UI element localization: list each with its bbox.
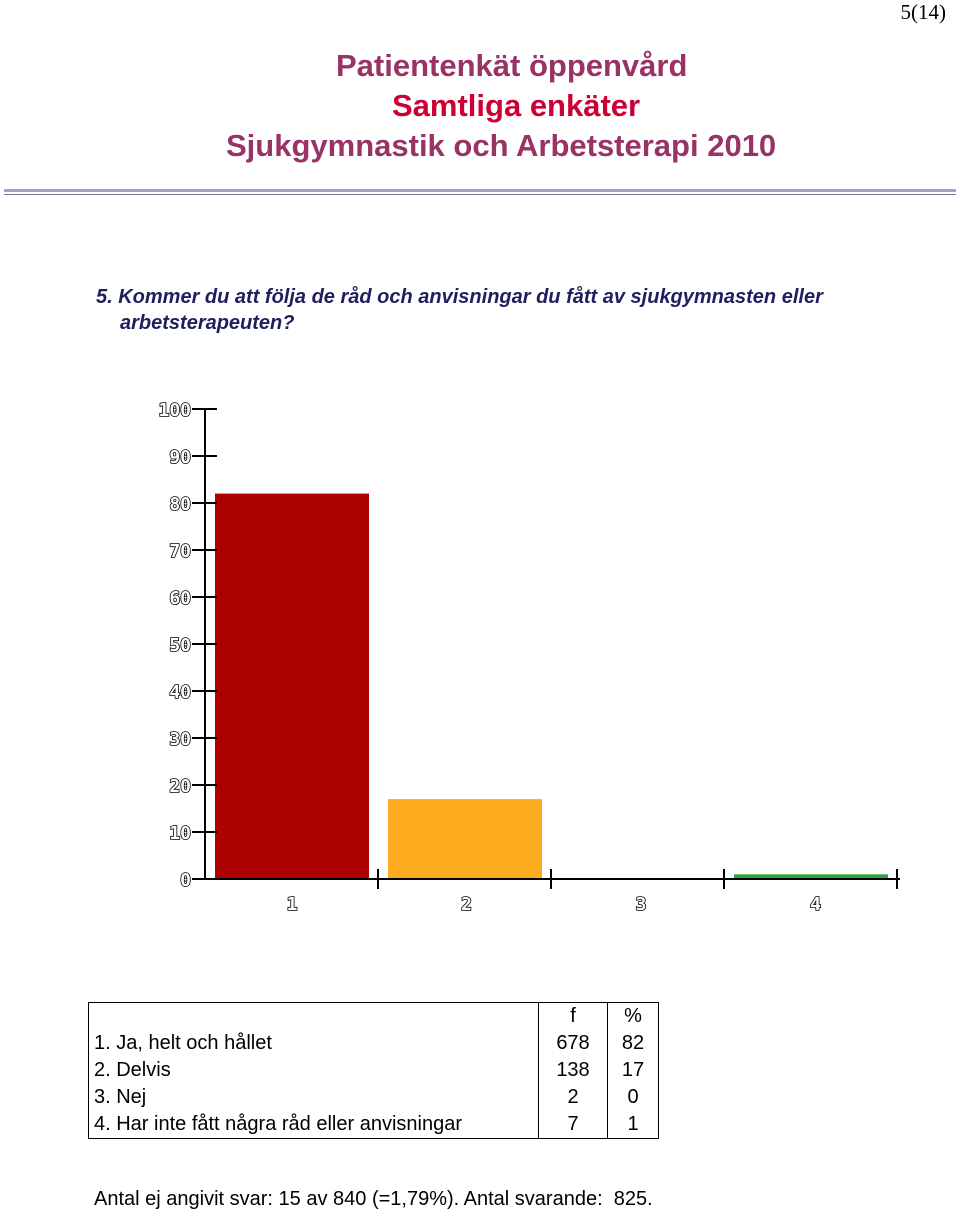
bar-2 — [388, 799, 542, 879]
y-tick-label: 60 — [169, 588, 191, 609]
row-frequency: 138 — [538, 1057, 608, 1084]
row-percent: 82 — [607, 1030, 659, 1057]
bar-chart: 0 10 20 30 40 50 60 70 80 90 100 1 2 3 4 — [158, 399, 900, 916]
table-row: 1. Ja, helt och hållet 678 82 — [88, 1030, 659, 1057]
page-number: 5(14) — [900, 0, 947, 24]
results-table: f % 1. Ja, helt och hållet 678 82 2. Del… — [88, 1002, 659, 1139]
x-tick-label: 1 — [287, 894, 298, 915]
header-divider — [4, 189, 956, 192]
x-tick-label: 4 — [810, 894, 821, 915]
response-summary: Antal ej angivit svar: 15 av 840 (=1,79%… — [94, 1188, 653, 1210]
table-header-row: f % — [88, 1002, 659, 1030]
y-tick-label: 10 — [169, 823, 191, 844]
y-tick-label: 30 — [169, 729, 191, 750]
row-frequency: 2 — [538, 1084, 608, 1111]
row-label: 2. Delvis — [88, 1057, 539, 1084]
table-header-label — [88, 1002, 539, 1030]
y-tick-label: 40 — [169, 682, 191, 703]
x-tick-label: 2 — [461, 894, 472, 915]
report-department: Sjukgymnastik och Arbetsterapi 2010 — [226, 128, 777, 163]
y-tick-label: 0 — [180, 870, 191, 891]
header-divider-thin — [4, 194, 956, 195]
y-tick-label: 50 — [169, 635, 191, 656]
row-label: 4. Har inte fått några råd eller anvisni… — [88, 1111, 539, 1139]
y-tick-label: 70 — [169, 541, 191, 562]
table-row: 2. Delvis 138 17 — [88, 1057, 659, 1084]
table-row: 4. Har inte fått några råd eller anvisni… — [88, 1111, 659, 1139]
row-percent: 0 — [607, 1084, 659, 1111]
row-label: 3. Nej — [88, 1084, 539, 1111]
survey-question: 5. Kommer du att följa de råd och anvisn… — [96, 284, 936, 336]
y-tick-label: 20 — [169, 776, 191, 797]
x-tick-label: 3 — [636, 894, 647, 915]
y-tick-label: 100 — [158, 400, 191, 421]
bar-4 — [734, 874, 888, 879]
row-percent: 1 — [607, 1111, 659, 1139]
report-subtitle: Samtliga enkäter — [392, 88, 641, 123]
bar-1 — [215, 493, 369, 879]
table-header-f: f — [538, 1002, 608, 1030]
row-percent: 17 — [607, 1057, 659, 1084]
question-line-1: 5. Kommer du att följa de råd och anvisn… — [96, 286, 823, 308]
question-line-2: arbetsterapeuten? — [120, 312, 295, 334]
report-title: Patientenkät öppenvård — [336, 48, 688, 83]
y-tick-label: 80 — [169, 494, 191, 515]
row-frequency: 7 — [538, 1111, 608, 1139]
row-label: 1. Ja, helt och hållet — [88, 1030, 539, 1057]
row-frequency: 678 — [538, 1030, 608, 1057]
y-tick-label: 90 — [169, 447, 191, 468]
table-header-pct: % — [607, 1002, 659, 1030]
table-row: 3. Nej 2 0 — [88, 1084, 659, 1111]
